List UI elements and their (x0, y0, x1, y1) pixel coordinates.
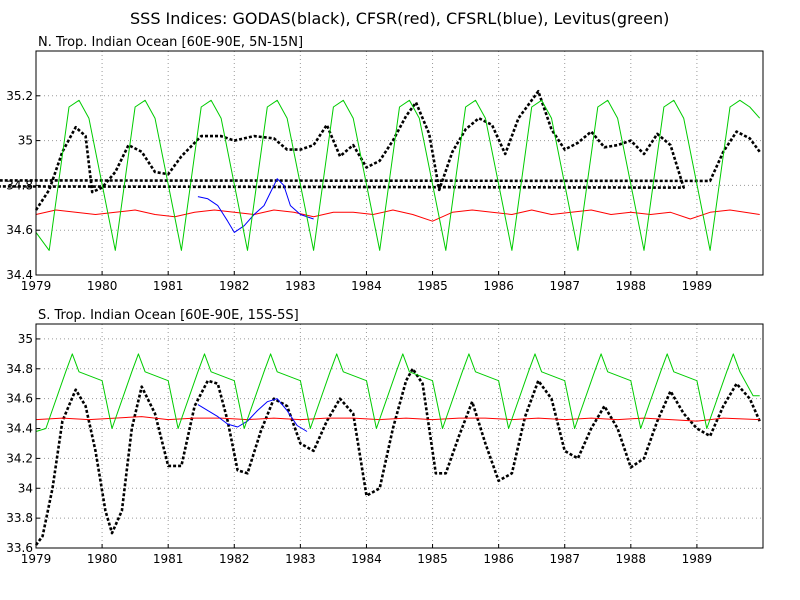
y-tick-label: 34 (18, 481, 33, 495)
y-tick-label: 34.4 (6, 422, 33, 436)
x-tick-label: 1984 (351, 552, 382, 566)
series-cfsrl-line (197, 178, 314, 233)
south-gridlines (36, 324, 763, 549)
x-tick-label: 1987 (549, 279, 580, 293)
x-tick-label: 1981 (153, 552, 184, 566)
x-tick-label: 1980 (87, 552, 118, 566)
series-godas-line (0, 90, 761, 211)
series-cfsrl-line (197, 398, 308, 432)
x-tick-label: 1983 (285, 552, 316, 566)
x-tick-label: 1986 (483, 279, 514, 293)
north-series (0, 90, 761, 251)
south-panel: S. Trop. Indian Ocean [60E-90E, 15S-5S] … (6, 308, 764, 566)
x-tick-label: 1985 (417, 552, 448, 566)
x-tick-label: 1988 (616, 552, 647, 566)
x-tick-label: 1986 (483, 552, 514, 566)
series-godas-line (34, 367, 761, 546)
series-levitus-line (35, 99, 761, 251)
y-tick-label: 35 (18, 134, 33, 148)
x-tick-label: 1982 (219, 552, 250, 566)
north-tick-labels: 1979 1980 1981 1982 1983 1984 1985 1986 1987 1988… (6, 89, 712, 293)
y-tick-label: 33.6 (6, 541, 33, 555)
x-tick-label: 1979 (21, 279, 52, 293)
y-tick-label: 33.8 (6, 511, 33, 525)
x-tick-label: 1982 (219, 279, 250, 293)
y-tick-label: 34.2 (6, 451, 33, 465)
y-tick-label: 34.8 (6, 362, 33, 376)
north-panel-title: N. Trop. Indian Ocean [60E-90E, 5N-15N] (38, 35, 303, 50)
x-tick-label: 1987 (549, 552, 580, 566)
y-tick-label: 34.6 (6, 392, 33, 406)
figure-title: SSS Indices: GODAS(black), CFSR(red), CF… (130, 9, 669, 28)
x-tick-label: 1985 (417, 279, 448, 293)
north-gridlines (36, 51, 763, 276)
y-tick-label: 34.6 (6, 223, 33, 237)
north-plot-frame (35, 50, 764, 276)
x-tick-label: 1984 (351, 279, 382, 293)
series-cfsr-line (35, 209, 760, 222)
south-panel-title: S. Trop. Indian Ocean [60E-90E, 15S-5S] (38, 308, 299, 323)
series-levitus-line (35, 353, 760, 432)
x-tick-label: 1989 (682, 279, 713, 293)
x-tick-label: 1983 (285, 279, 316, 293)
south-series (34, 353, 761, 546)
x-tick-label: 1988 (616, 279, 647, 293)
south-tick-labels: 1979 1980 1981 1982 1983 1984 1985 1986 1987 1988… (6, 332, 712, 566)
y-tick-label: 35.2 (6, 89, 33, 103)
south-plot-frame (35, 323, 764, 549)
y-tick-label: 34.4 (6, 268, 33, 282)
series-cfsr-line (35, 416, 760, 422)
x-tick-label: 1980 (87, 279, 118, 293)
north-panel: N. Trop. Indian Ocean [60E-90E, 5N-15N] … (0, 35, 764, 293)
x-tick-label: 1981 (153, 279, 184, 293)
y-tick-label: 34.8 (6, 178, 33, 192)
x-tick-label: 1989 (682, 552, 713, 566)
x-tick-label: 1979 (21, 552, 52, 566)
y-tick-label: 35 (18, 332, 33, 346)
